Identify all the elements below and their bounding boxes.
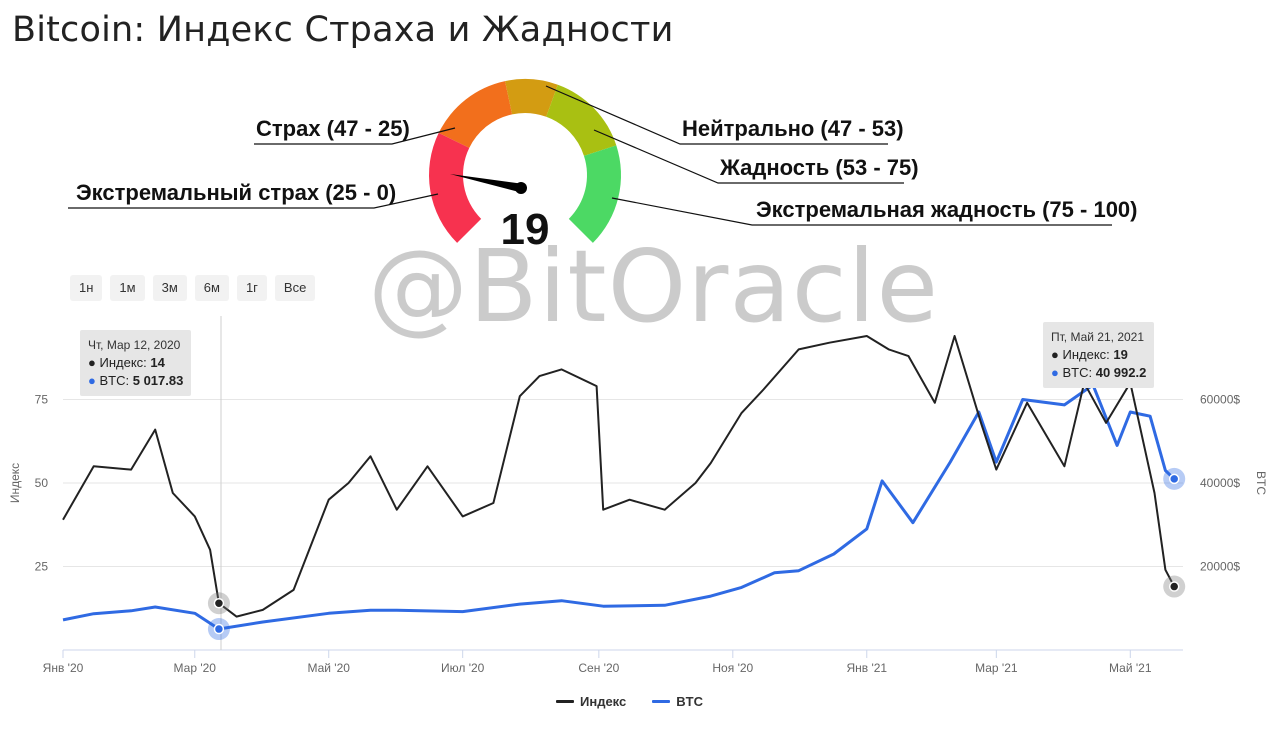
fear-greed-gauge — [68, 79, 1112, 243]
y-right-tick-label: 40000$ — [1200, 476, 1240, 490]
tooltip-index-label: Индекс: — [1062, 347, 1110, 362]
tooltip-index-label: Индекс: — [99, 355, 147, 370]
leader-line-neutral — [545, 85, 888, 145]
gauge-needle-hub — [515, 182, 527, 194]
y-right-tick-label: 20000$ — [1200, 560, 1240, 574]
x-tick-label: Июл '20 — [441, 661, 485, 675]
leader-line-extreme-fear — [68, 193, 439, 209]
index-point-marker[interactable] — [1168, 581, 1180, 592]
gauge-segment-neutral — [505, 79, 558, 117]
bullet-icon: ● — [88, 355, 96, 370]
gauge-segment-greed — [546, 84, 617, 156]
y-left-tick-label: 50 — [35, 476, 49, 490]
legend-label-index: Индекс — [580, 694, 627, 709]
legend-label-btc: BTC — [676, 694, 703, 709]
tooltip-date: Пт, Май 21, 2021 — [1051, 330, 1145, 344]
tooltip-index-value: 14 — [150, 355, 165, 370]
series-line-btc[interactable] — [62, 383, 1176, 631]
gauge-label-neutral: Нейтрально (47 - 53) — [682, 116, 904, 141]
range-button-1m[interactable]: 1м — [110, 275, 145, 301]
leader-line-fear — [254, 127, 456, 145]
gauge-label-fear: Страх (47 - 25) — [256, 116, 410, 141]
tooltip-btc-label: BTC: — [1062, 365, 1093, 380]
tooltip-btc-value: 5 017.83 — [132, 373, 184, 388]
gauge-segment-fear — [438, 81, 513, 148]
gauge-label-extreme-fear: Экстремальный страх (25 - 0) — [76, 180, 397, 205]
y-right-axis-title: BTC — [1254, 471, 1268, 495]
range-button-all[interactable]: Все — [274, 275, 316, 301]
tooltip-date: Чт, Мар 12, 2020 — [88, 338, 181, 352]
tooltip-index-value: 19 — [1113, 347, 1128, 362]
page-title: Bitcoin: Индекс Страха и Жадности — [12, 10, 674, 50]
y-left-axis-title: Индекс — [8, 463, 22, 503]
x-tick-label: Сен '20 — [578, 661, 619, 675]
gauge-segment-extreme-fear — [429, 132, 482, 243]
range-button-3m[interactable]: 3м — [152, 275, 187, 301]
leader-line-greed — [593, 129, 904, 184]
index-point-marker[interactable] — [213, 597, 225, 609]
y-left-tick-label: 25 — [35, 560, 49, 574]
y-left-tick-label: 75 — [35, 393, 49, 407]
gauge-value: 19 — [500, 205, 550, 254]
btc-point-marker[interactable] — [213, 623, 225, 635]
range-button-1y[interactable]: 1г — [236, 275, 267, 301]
bullet-icon: ● — [1051, 347, 1059, 362]
gauge-segment-extreme-greed — [568, 145, 621, 243]
gauge-label-greed: Жадность (53 - 75) — [720, 155, 919, 180]
series-line-index[interactable] — [62, 335, 1176, 618]
x-tick-label: Мар '21 — [975, 661, 1018, 675]
tooltip-right: Пт, Май 21, 2021 ● Индекс: 19 ● BTC: 40 … — [1043, 322, 1155, 388]
legend-swatch-btc — [652, 700, 671, 703]
legend-item-index[interactable]: Индекс — [556, 694, 626, 709]
range-selector: 1н 1м 3м 6м 1г Все — [70, 275, 316, 301]
y-right-tick-label: 60000$ — [1200, 393, 1240, 407]
chart-legend: Индекс BTC — [556, 694, 703, 709]
tooltip-left: Чт, Мар 12, 2020 ● Индекс: 14 ● BTC: 5 0… — [80, 330, 192, 396]
x-tick-label: Ноя '20 — [712, 661, 753, 675]
leader-line-extreme-greed — [611, 197, 1112, 226]
range-button-1w[interactable]: 1н — [70, 275, 103, 301]
gauge-needle — [450, 174, 524, 193]
btc-point-marker[interactable] — [1168, 473, 1180, 485]
x-tick-label: Янв '20 — [43, 661, 84, 675]
bullet-icon: ● — [1051, 365, 1059, 380]
x-tick-label: Май '20 — [307, 661, 350, 675]
gauge-label-extreme-greed: Экстремальная жадность (75 - 100) — [756, 197, 1138, 222]
tooltip-btc-value: 40 992.2 — [1095, 365, 1147, 380]
bullet-icon: ● — [88, 373, 96, 388]
watermark: @BitOracle — [368, 228, 939, 345]
tooltip-btc-label: BTC: — [99, 373, 130, 388]
x-tick-label: Янв '21 — [846, 661, 887, 675]
legend-swatch-index — [556, 700, 574, 703]
legend-item-btc[interactable]: BTC — [652, 694, 703, 709]
range-button-6m[interactable]: 6м — [194, 275, 229, 301]
x-tick-label: Мар '20 — [174, 661, 217, 675]
x-tick-label: Май '21 — [1109, 661, 1152, 675]
